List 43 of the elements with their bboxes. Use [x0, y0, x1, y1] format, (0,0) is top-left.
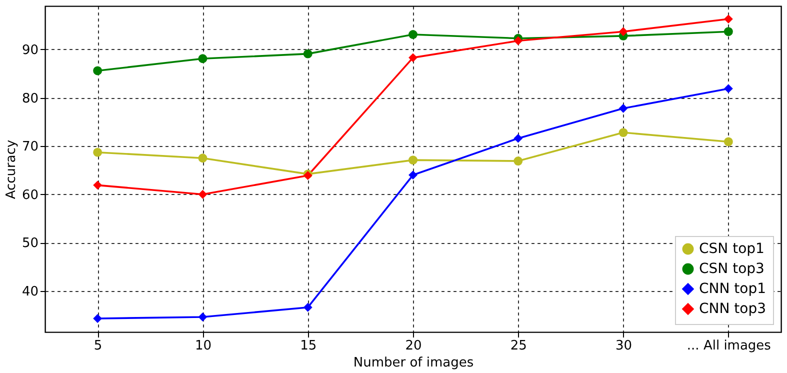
x-tick-label: ... All images [686, 338, 772, 354]
legend-label: CNN top1 [699, 281, 766, 297]
point [93, 180, 102, 190]
point [618, 128, 628, 137]
point [408, 170, 418, 180]
y-tick-label: 80 [22, 91, 38, 106]
point [724, 27, 733, 36]
x-tick-label: 30 [616, 338, 632, 354]
legend-label: CSN top3 [699, 261, 764, 277]
point [198, 312, 208, 322]
legend-label: CSN top1 [699, 241, 764, 257]
point [408, 30, 418, 39]
y-tick-label: 50 [22, 236, 38, 252]
y-tick-label: 60 [22, 188, 38, 203]
point [198, 154, 208, 163]
legend-label: CNN top3 [699, 301, 766, 317]
point [198, 190, 208, 199]
y-tick-label: 90 [22, 42, 38, 58]
point [724, 137, 733, 146]
y-axis-title: Accuracy [4, 140, 19, 200]
point [93, 66, 102, 76]
point [303, 49, 312, 58]
point [93, 314, 102, 323]
point [514, 36, 523, 46]
x-axis-title: Number of images [353, 356, 474, 370]
point [618, 27, 628, 36]
point [198, 54, 208, 64]
point [93, 148, 102, 157]
point [618, 104, 628, 113]
x-tick-label: 5 [94, 338, 102, 354]
x-tick-label: 15 [300, 338, 317, 354]
point [724, 14, 733, 24]
point [724, 84, 733, 94]
point [514, 156, 523, 166]
x-tick-label: 25 [510, 338, 527, 354]
y-tick-label: 40 [22, 284, 38, 300]
point [303, 302, 312, 312]
point [514, 134, 523, 143]
x-tick-label: 20 [405, 338, 422, 354]
x-tick-label: 10 [194, 338, 212, 354]
point [408, 156, 418, 165]
point [408, 53, 418, 62]
y-tick-label: 70 [22, 140, 38, 155]
